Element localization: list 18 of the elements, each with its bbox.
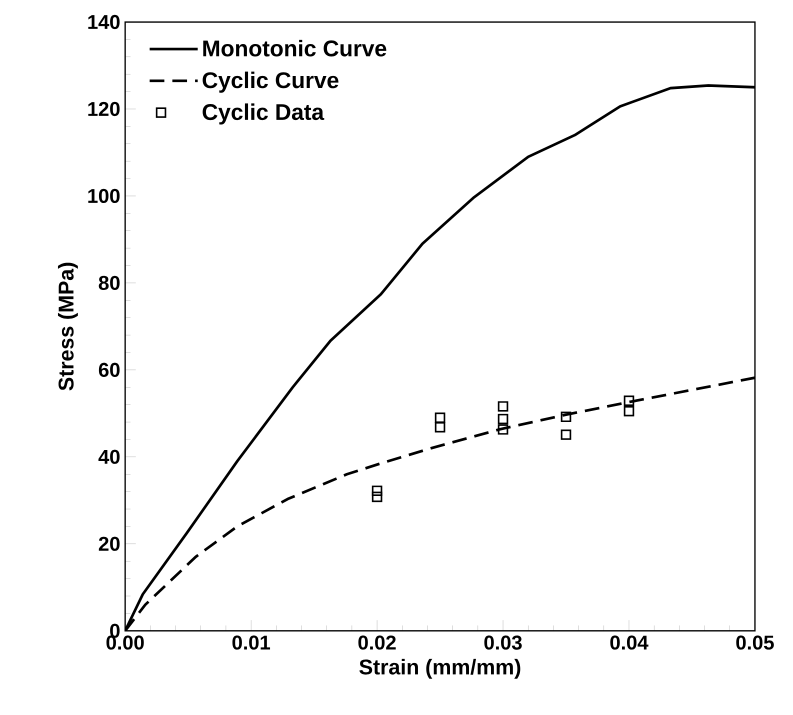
x-tick-label: 0.04 (610, 636, 648, 650)
y-tick-label: 120 (88, 102, 120, 116)
y-tick-label: 40 (98, 450, 120, 464)
y-tick-label: 60 (98, 362, 120, 378)
x-tick-label: 0.02 (358, 636, 396, 650)
y-tick-label: 140 (88, 14, 120, 30)
x-tick-label: 0.05 (736, 636, 774, 650)
x-tick-label: 0.00 (106, 636, 144, 650)
y-tick-label: 100 (88, 188, 120, 204)
y-tick-label: 20 (98, 536, 120, 551)
x-axis-title: Strain (mm/mm) (359, 658, 520, 679)
y-axis-title: Stress (MPa) (58, 262, 78, 391)
legend-label: Cyclic Curve (202, 72, 338, 93)
x-tick-label: 0.03 (484, 636, 522, 650)
y-tick-label: 80 (98, 276, 120, 290)
x-tick-label: 0.01 (232, 636, 270, 650)
legend-label: Cyclic Data (202, 103, 324, 125)
legend-label: Monotonic Curve (203, 40, 386, 57)
